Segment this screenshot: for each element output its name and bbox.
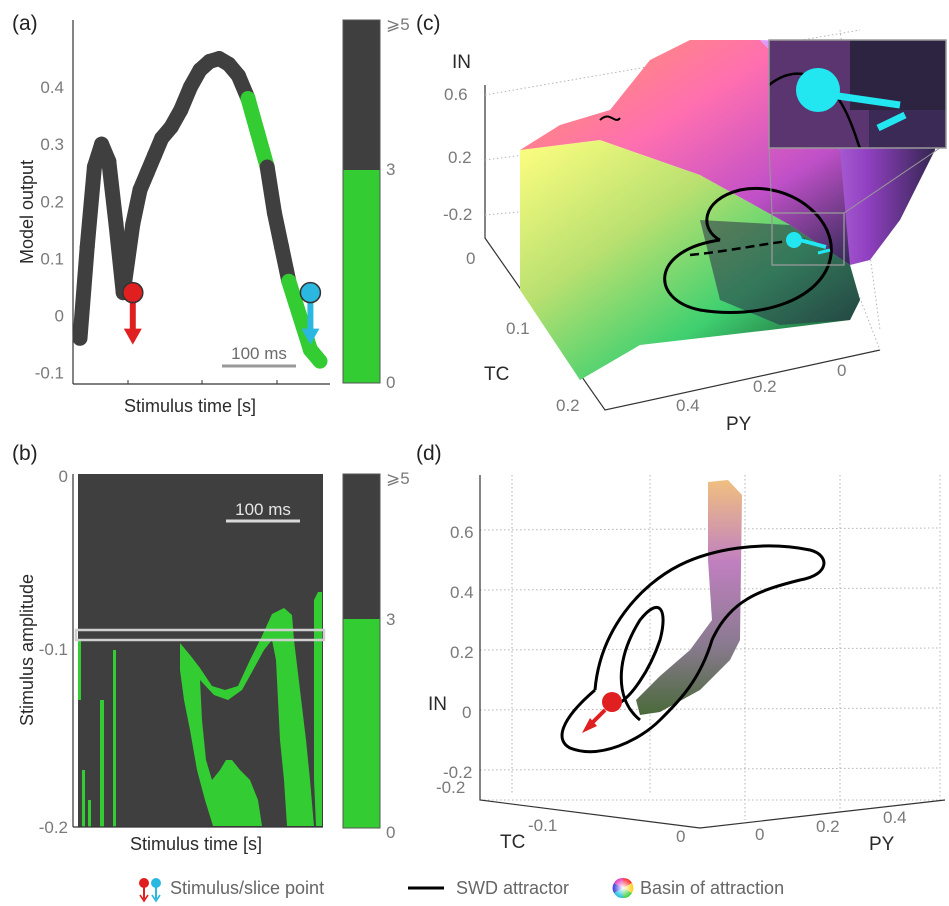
- panel-a-axes: [72, 20, 330, 385]
- legend-label-stimulus: Stimulus/slice point: [170, 878, 324, 898]
- panel-d-ztick-1: 0.4: [450, 583, 474, 602]
- panel-a-ytick: 0.4: [40, 78, 64, 97]
- panel-c-inset: [768, 39, 947, 149]
- panel-d-xtick-1: 0.2: [816, 817, 840, 836]
- panel-c-zoom-connector: [843, 147, 941, 214]
- panel-c-ztick-1: 0.2: [448, 148, 472, 167]
- panel-c-attractor: [599, 115, 833, 315]
- panel-label-d: (d): [416, 442, 442, 465]
- panel-b-ylabel: Stimulus amplitude: [17, 574, 37, 726]
- panel-a-scale-bar: 100 ms: [222, 344, 296, 368]
- line-segment: [101, 153, 124, 232]
- panel-b-xlabel: Stimulus time [s]: [130, 834, 262, 854]
- panel-b-ytick-2: -0.2: [39, 818, 68, 837]
- marker-point: [122, 281, 144, 304]
- panel-a-stimulus-markers: [122, 281, 322, 345]
- panel-d-xtick-0: 0: [755, 825, 764, 844]
- color-wheel-icon: [612, 877, 634, 899]
- panel-c-zlabel: IN: [452, 52, 471, 73]
- colorbar-a-tick-mid: 3: [386, 160, 395, 179]
- panel-a-ytick: 0.3: [40, 135, 64, 154]
- panel-d-ztick-4: -0.2: [443, 763, 472, 782]
- panel-a-ytick: 0.1: [40, 249, 64, 268]
- panel-d-ylabel: TC: [500, 832, 525, 853]
- panel-d-attractor: [560, 544, 826, 754]
- panel-b-heatmap: [78, 474, 323, 827]
- panel-d-red-marker: [582, 692, 622, 733]
- stimulus-arrows-icon: [139, 878, 161, 903]
- legend-label-attractor: SWD attractor: [456, 878, 569, 898]
- panel-c-ztick-0: 0.6: [444, 85, 468, 104]
- panel-a-ytick-labels: 0.4 0.3 0.2 0.1 0 -0.1: [35, 78, 64, 382]
- panel-b-ytick-0: 0: [59, 467, 68, 486]
- legend: Stimulus/slice point SWD attractor Basin…: [139, 877, 784, 903]
- panel-d-ztick-3: 0: [462, 703, 471, 722]
- panel-d-xlabel: PY: [869, 834, 895, 855]
- marker-arrow-head: [123, 328, 142, 345]
- panel-c-ytick-2: 0.2: [556, 396, 580, 415]
- panel-b-colorbar: ⩾5 3 0: [342, 469, 410, 842]
- line-segment: [115, 216, 141, 301]
- panel-d-xtick-2: 0.4: [883, 808, 907, 827]
- panel-d-zlabel: IN: [428, 694, 447, 715]
- panel-c-cyan-marker: [786, 232, 831, 255]
- panel-d-3d-box: [479, 475, 946, 829]
- svg-text:100 ms: 100 ms: [235, 500, 291, 519]
- panel-c-ztick-2: -0.2: [443, 205, 472, 224]
- panel-label-a: (a): [12, 12, 38, 35]
- panel-d-ztick-2: 0.2: [450, 643, 474, 662]
- panel-c-xtick-1: 0.2: [753, 377, 777, 396]
- panel-label-b: (b): [12, 442, 38, 465]
- panel-c-xlabel: PY: [726, 414, 752, 435]
- colorbar-b-tick-mid: 3: [386, 610, 395, 629]
- panel-c-xtick-0: 0.4: [676, 396, 700, 415]
- panel-d-ytick-extra: -0.2: [436, 778, 465, 797]
- panel-c-zoom-box: [771, 212, 845, 266]
- panel-a-ytick: 0: [55, 306, 64, 325]
- line-segment: [72, 239, 95, 346]
- colorbar-a-tick-min: 0: [386, 373, 395, 392]
- marker-point: [299, 281, 322, 304]
- svg-text:100 ms: 100 ms: [231, 344, 287, 363]
- panel-d-ytick-0: -0.1: [528, 816, 557, 835]
- panel-c-ytick-1: 0.1: [506, 319, 530, 338]
- colorbar-b-tick-min: 0: [386, 823, 395, 842]
- panel-a-ytick: 0.2: [40, 192, 64, 211]
- panel-a-ylabel: Model output: [17, 160, 37, 264]
- line-segment: [302, 342, 328, 369]
- panel-a-ytick: -0.1: [35, 364, 64, 383]
- panel-d-3d-grid: [479, 475, 941, 820]
- legend-label-basin: Basin of attraction: [640, 878, 784, 898]
- panel-d-ytick-1: 0: [676, 827, 685, 846]
- line-segment: [259, 159, 282, 221]
- panel-d-ztick-0: 0.6: [450, 523, 474, 542]
- line-segment: [79, 159, 102, 255]
- panel-d-basin-cloud: [636, 480, 742, 715]
- panel-c-ylabel: TC: [484, 364, 509, 385]
- panel-a-output-line: [72, 51, 328, 369]
- panel-b-scale-bar: 100 ms: [226, 500, 300, 523]
- panel-c-xtick-2: 0: [837, 361, 846, 380]
- panel-b-slice-indicator: [74, 628, 326, 642]
- colorbar-a-tick-max: ⩾5: [386, 15, 410, 34]
- panel-label-c: (c): [416, 12, 441, 35]
- panel-a-xlabel: Stimulus time [s]: [124, 396, 256, 416]
- marker-arrow-head: [301, 328, 320, 345]
- colorbar-b-tick-max: ⩾5: [386, 469, 410, 488]
- panel-b-ytick-1: -0.1: [39, 640, 68, 659]
- panel-c-ytick-0: 0: [466, 249, 475, 268]
- panel-a-colorbar: ⩾5 3 0: [342, 15, 410, 392]
- panel-b-axes: [72, 474, 323, 828]
